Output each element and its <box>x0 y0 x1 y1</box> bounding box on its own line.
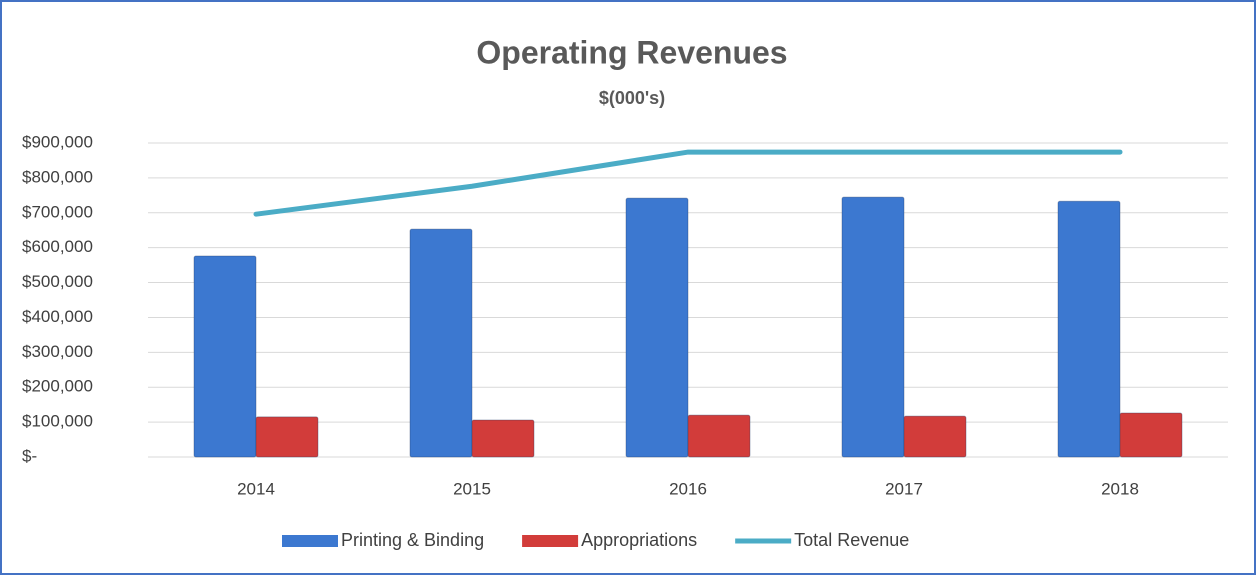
bar <box>1119 412 1183 458</box>
y-tick-label: $500,000 <box>22 272 93 291</box>
bar <box>409 228 473 458</box>
x-tick-label: 2018 <box>1101 479 1139 498</box>
legend-swatch <box>522 535 579 547</box>
bar <box>471 419 535 458</box>
y-tick-label: $800,000 <box>22 167 93 186</box>
chart-subtitle: $(000's) <box>599 88 665 108</box>
y-tick-label: $200,000 <box>22 377 93 396</box>
x-tick-label: 2015 <box>453 479 491 498</box>
y-tick-label: $900,000 <box>22 132 93 151</box>
y-tick-label: $600,000 <box>22 237 93 256</box>
y-tick-label: $- <box>22 446 37 465</box>
legend-label: Printing & Binding <box>341 530 484 550</box>
legend-label: Total Revenue <box>794 530 909 550</box>
bar <box>193 255 257 458</box>
chart-title: Operating Revenues <box>476 34 787 70</box>
bar <box>255 416 319 458</box>
y-tick-label: $100,000 <box>22 412 93 431</box>
bar <box>1057 200 1121 458</box>
bar <box>841 196 905 458</box>
line <box>253 149 1123 217</box>
x-tick-label: 2016 <box>669 479 707 498</box>
y-tick-label: $400,000 <box>22 307 93 326</box>
y-tick-label: $700,000 <box>22 202 93 221</box>
bar <box>625 197 689 458</box>
bar <box>687 414 751 458</box>
x-tick-label: 2017 <box>885 479 923 498</box>
bar <box>903 415 967 458</box>
legend-swatch <box>282 535 338 547</box>
legend-label: Appropriations <box>581 530 697 550</box>
x-tick-label: 2014 <box>237 479 275 498</box>
y-tick-label: $300,000 <box>22 342 93 361</box>
